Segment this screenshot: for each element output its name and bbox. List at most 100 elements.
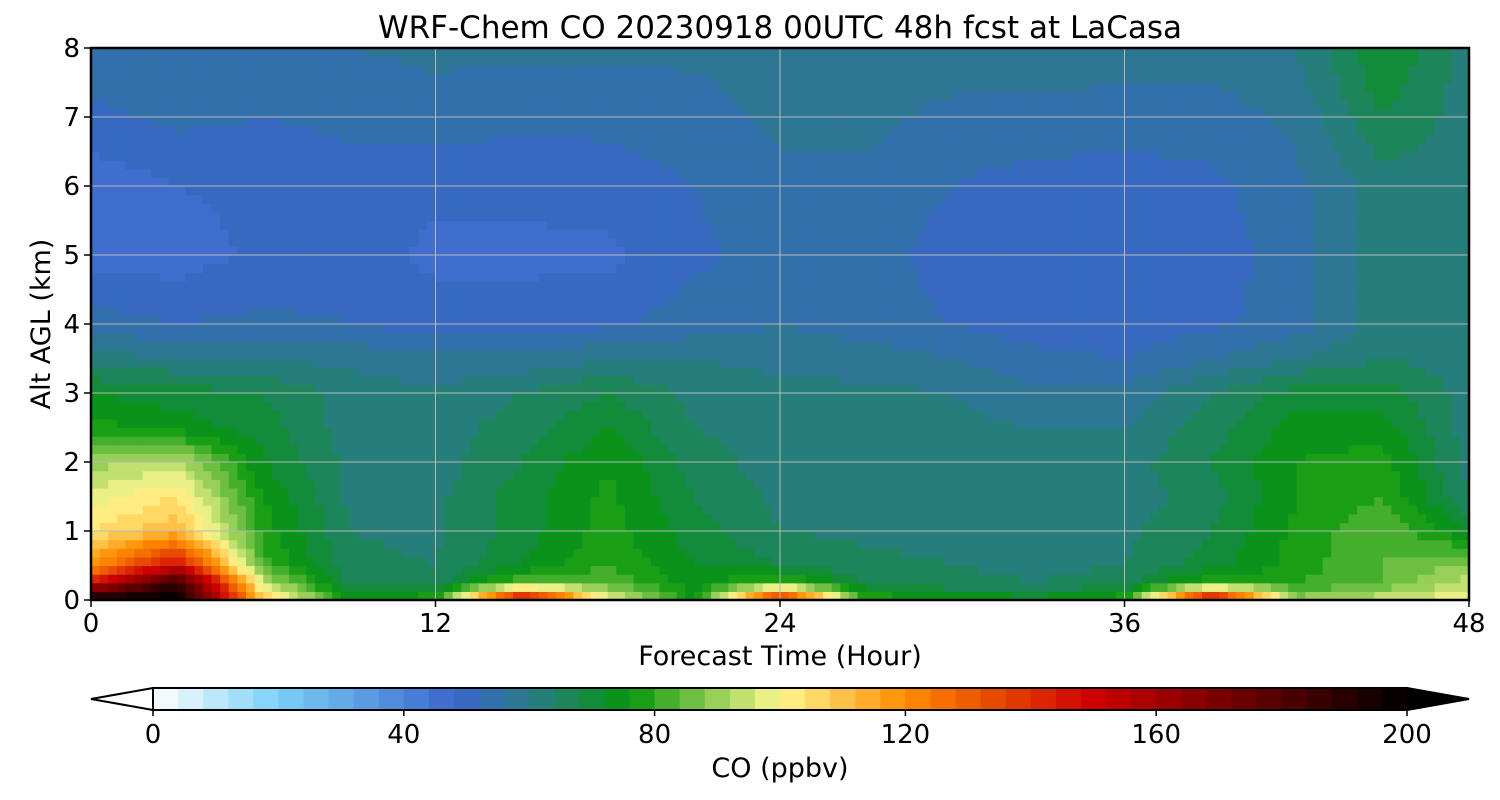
heatmap-cell — [1279, 522, 1289, 532]
heatmap-cell — [590, 548, 600, 558]
heatmap-cell — [108, 324, 118, 334]
heatmap-cell — [762, 556, 772, 567]
heatmap-cell — [1021, 341, 1031, 351]
heatmap-cell — [564, 539, 574, 549]
heatmap-cell — [530, 436, 540, 446]
heatmap-cell — [159, 436, 170, 446]
heatmap-cell — [246, 574, 256, 584]
heatmap-cell — [1003, 513, 1014, 523]
heatmap-cell — [1305, 332, 1315, 342]
heatmap-cell — [969, 470, 979, 480]
heatmap-cell — [246, 565, 256, 575]
heatmap-cell — [349, 531, 359, 541]
heatmap-cell — [978, 444, 988, 454]
heatmap-cell — [814, 462, 824, 472]
heatmap-cell — [1288, 384, 1298, 394]
heatmap-cell — [814, 410, 824, 420]
heatmap-cell — [745, 332, 755, 342]
heatmap-cell — [1443, 531, 1453, 541]
heatmap-cell — [1124, 513, 1134, 523]
heatmap-cell — [754, 375, 764, 385]
heatmap-cell — [831, 462, 841, 472]
heatmap-cell — [624, 349, 635, 360]
heatmap-cell — [1245, 539, 1255, 549]
heatmap-cell — [659, 349, 669, 360]
heatmap-cell — [900, 496, 910, 506]
heatmap-cell — [159, 349, 170, 360]
heatmap-cell — [401, 375, 411, 385]
heatmap-cell — [668, 393, 678, 403]
heatmap-cell — [340, 462, 350, 472]
heatmap-cell — [108, 444, 118, 454]
heatmap-cell — [314, 444, 325, 454]
heatmap-cell — [616, 582, 626, 592]
heatmap-cell — [1012, 384, 1022, 394]
heatmap-cell — [1417, 531, 1427, 541]
heatmap-cell — [392, 436, 402, 446]
heatmap-cell — [1003, 332, 1014, 342]
heatmap-cell — [616, 453, 626, 463]
heatmap-cell — [177, 427, 187, 437]
heatmap-cell — [1443, 505, 1453, 515]
heatmap-cell — [202, 332, 213, 342]
heatmap-cell — [1374, 358, 1384, 368]
heatmap-cell — [547, 393, 557, 403]
heatmap-cell — [1417, 401, 1427, 411]
heatmap-cell — [1460, 453, 1469, 463]
heatmap-cell — [280, 444, 290, 454]
heatmap-cell — [134, 462, 144, 472]
heatmap-cell — [1262, 574, 1272, 584]
heatmap-cell — [599, 453, 609, 463]
heatmap-cell — [607, 367, 617, 377]
heatmap-cell — [797, 349, 807, 360]
heatmap-cell — [349, 487, 359, 498]
heatmap-cell — [840, 462, 850, 472]
heatmap-cell — [935, 470, 945, 480]
heatmap-cell — [1055, 436, 1065, 446]
heatmap-cell — [1400, 418, 1410, 429]
heatmap-cell — [280, 470, 290, 480]
heatmap-cell — [702, 556, 712, 567]
heatmap-cell — [1279, 548, 1289, 558]
heatmap-cell — [1046, 410, 1057, 420]
heatmap-cell — [1417, 341, 1427, 351]
heatmap-cell — [719, 367, 729, 377]
heatmap-cell — [306, 436, 316, 446]
heatmap-cell — [1331, 505, 1341, 515]
heatmap-cell — [642, 565, 652, 575]
heatmap-cell — [814, 531, 824, 541]
heatmap-cell — [1391, 393, 1401, 403]
heatmap-cell — [375, 548, 385, 558]
heatmap-cell — [1227, 393, 1238, 403]
heatmap-cell — [1055, 565, 1065, 575]
heatmap-cell — [969, 539, 979, 549]
heatmap-cell — [1296, 574, 1306, 584]
heatmap-cell — [1400, 531, 1410, 541]
heatmap-cell — [891, 522, 902, 532]
heatmap-cell — [668, 574, 678, 584]
heatmap-cell — [91, 349, 101, 360]
heatmap-cell — [573, 384, 583, 394]
heatmap-cell — [969, 375, 979, 385]
heatmap-cell — [556, 444, 566, 454]
heatmap-cell — [452, 393, 462, 403]
heatmap-cell — [1055, 410, 1065, 420]
heatmap-cell — [978, 470, 988, 480]
heatmap-cell — [1270, 539, 1281, 549]
heatmap-cell — [185, 574, 195, 584]
heatmap-cell — [1236, 548, 1246, 558]
heatmap-cell — [736, 505, 747, 515]
heatmap-cell — [504, 582, 514, 592]
heatmap-cell — [788, 522, 798, 532]
heatmap-cell — [762, 358, 772, 368]
heatmap-cell — [1417, 548, 1427, 558]
heatmap-cell — [668, 462, 678, 472]
heatmap-cell — [1245, 384, 1255, 394]
heatmap-cell — [1253, 556, 1263, 567]
heatmap-cell — [134, 401, 144, 411]
heatmap-cell — [995, 565, 1005, 575]
heatmap-cell — [1081, 462, 1091, 472]
heatmap-cell — [1038, 548, 1048, 558]
heatmap-cell — [1081, 522, 1091, 532]
heatmap-cell — [978, 332, 988, 342]
